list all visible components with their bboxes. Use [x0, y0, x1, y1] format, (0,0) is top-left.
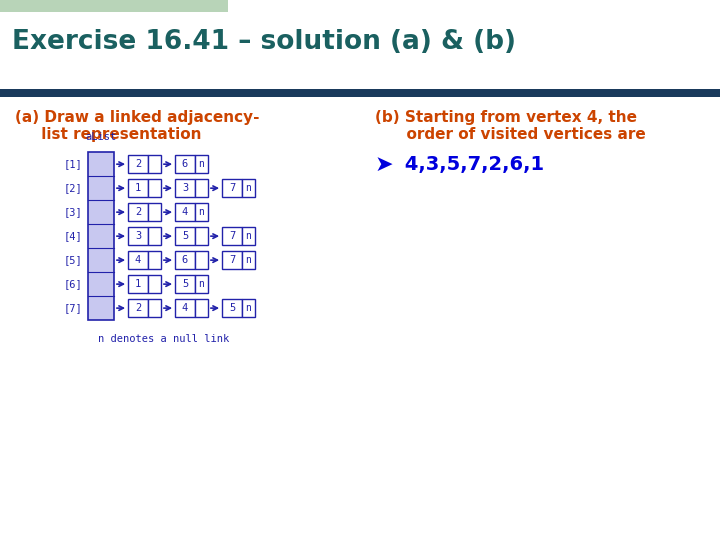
Text: [7]: [7] [63, 303, 82, 313]
Text: n: n [246, 183, 251, 193]
FancyBboxPatch shape [242, 179, 255, 197]
Text: [3]: [3] [63, 207, 82, 217]
Text: [1]: [1] [63, 159, 82, 169]
FancyBboxPatch shape [195, 179, 208, 197]
FancyBboxPatch shape [222, 179, 242, 197]
Text: n: n [246, 255, 251, 265]
FancyBboxPatch shape [242, 227, 255, 245]
Text: 4: 4 [182, 303, 188, 313]
FancyBboxPatch shape [242, 299, 255, 317]
Text: 2: 2 [135, 303, 141, 313]
FancyBboxPatch shape [195, 227, 208, 245]
Text: n denotes a null link: n denotes a null link [98, 334, 229, 344]
FancyBboxPatch shape [148, 251, 161, 269]
FancyBboxPatch shape [148, 227, 161, 245]
Text: (b) Starting from vertex 4, the: (b) Starting from vertex 4, the [375, 110, 637, 125]
FancyBboxPatch shape [195, 155, 208, 173]
FancyBboxPatch shape [128, 155, 148, 173]
Text: 2: 2 [135, 159, 141, 169]
FancyBboxPatch shape [195, 203, 208, 221]
FancyBboxPatch shape [175, 275, 195, 293]
FancyBboxPatch shape [148, 155, 161, 173]
Text: 4: 4 [135, 255, 141, 265]
Text: 4: 4 [182, 207, 188, 217]
Text: n: n [246, 303, 251, 313]
Text: 7: 7 [229, 255, 235, 265]
Text: 7: 7 [229, 183, 235, 193]
FancyBboxPatch shape [222, 299, 242, 317]
FancyBboxPatch shape [128, 275, 148, 293]
Text: 3: 3 [135, 231, 141, 241]
FancyBboxPatch shape [128, 227, 148, 245]
Text: Exercise 16.41 – solution (a) & (b): Exercise 16.41 – solution (a) & (b) [12, 29, 516, 55]
Text: 7: 7 [229, 231, 235, 241]
Text: 1: 1 [135, 183, 141, 193]
FancyBboxPatch shape [195, 275, 208, 293]
FancyBboxPatch shape [175, 299, 195, 317]
FancyBboxPatch shape [175, 251, 195, 269]
Text: ➤: ➤ [375, 155, 394, 175]
Text: 5: 5 [182, 231, 188, 241]
FancyBboxPatch shape [0, 12, 720, 97]
FancyBboxPatch shape [128, 251, 148, 269]
FancyBboxPatch shape [148, 275, 161, 293]
Text: 4,3,5,7,2,6,1: 4,3,5,7,2,6,1 [398, 155, 544, 174]
Text: (a) Draw a linked adjacency-: (a) Draw a linked adjacency- [15, 110, 259, 125]
Text: aList: aList [86, 132, 117, 142]
Text: list representation: list representation [15, 127, 202, 142]
FancyBboxPatch shape [148, 299, 161, 317]
FancyBboxPatch shape [222, 227, 242, 245]
Text: n: n [199, 159, 204, 169]
Text: [6]: [6] [63, 279, 82, 289]
Text: 1: 1 [135, 279, 141, 289]
FancyBboxPatch shape [148, 179, 161, 197]
Text: 3: 3 [182, 183, 188, 193]
Text: 5: 5 [229, 303, 235, 313]
FancyBboxPatch shape [0, 89, 720, 97]
Text: 5: 5 [182, 279, 188, 289]
FancyBboxPatch shape [175, 203, 195, 221]
FancyBboxPatch shape [128, 203, 148, 221]
Text: [2]: [2] [63, 183, 82, 193]
FancyBboxPatch shape [0, 0, 228, 90]
FancyBboxPatch shape [175, 227, 195, 245]
FancyBboxPatch shape [195, 251, 208, 269]
Text: n: n [246, 231, 251, 241]
Text: 6: 6 [182, 255, 188, 265]
Text: [5]: [5] [63, 255, 82, 265]
Text: [4]: [4] [63, 231, 82, 241]
FancyBboxPatch shape [128, 179, 148, 197]
Text: n: n [199, 279, 204, 289]
FancyBboxPatch shape [175, 155, 195, 173]
FancyBboxPatch shape [222, 251, 242, 269]
FancyBboxPatch shape [148, 203, 161, 221]
FancyBboxPatch shape [175, 179, 195, 197]
Text: 2: 2 [135, 207, 141, 217]
Text: order of visited vertices are: order of visited vertices are [375, 127, 646, 142]
Text: 6: 6 [182, 159, 188, 169]
FancyBboxPatch shape [88, 152, 114, 320]
FancyBboxPatch shape [195, 299, 208, 317]
FancyBboxPatch shape [242, 251, 255, 269]
Text: n: n [199, 207, 204, 217]
FancyBboxPatch shape [128, 299, 148, 317]
